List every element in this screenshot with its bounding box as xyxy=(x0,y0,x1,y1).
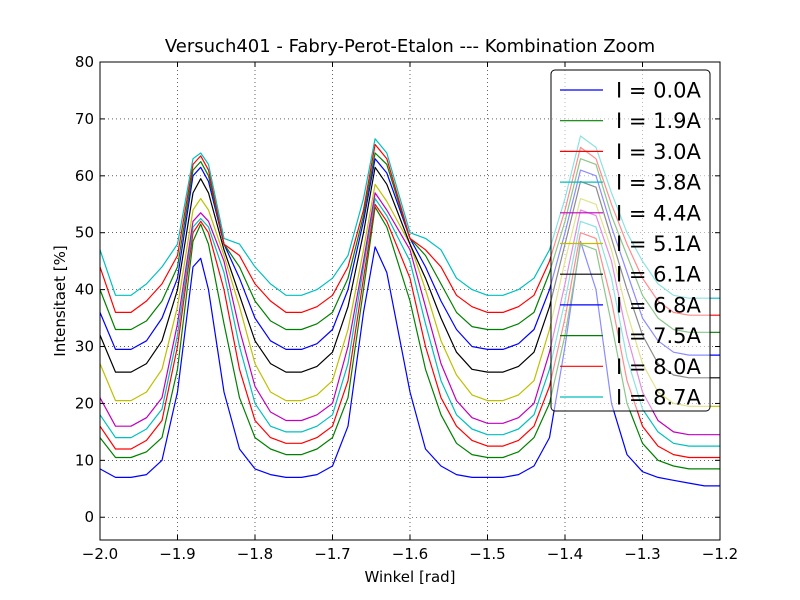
legend-label: I = 1.9A xyxy=(616,109,702,133)
chart-title: Versuch401 - Fabry-Perot-Etalon --- Komb… xyxy=(165,36,655,57)
x-tick-label: −1.6 xyxy=(392,545,428,563)
y-tick-label: 30 xyxy=(75,338,94,356)
y-tick-label: 50 xyxy=(75,224,94,242)
series-line-0 xyxy=(99,240,720,487)
y-tick-label: 60 xyxy=(75,167,94,185)
legend-label: I = 6.8A xyxy=(616,293,702,317)
legend-label: I = 7.5A xyxy=(616,324,702,348)
y-axis: 0 10 20 30 40 50 60 70 80 xyxy=(75,53,720,526)
x-tick-label: −1.4 xyxy=(547,545,583,563)
legend-label: I = 5.1A xyxy=(616,232,702,256)
x-tick-label: −1.5 xyxy=(469,545,505,563)
y-axis-label: Intensitaet [%] xyxy=(51,245,69,356)
y-tick-label: 20 xyxy=(75,394,94,412)
x-tick-label: −1.9 xyxy=(159,545,195,563)
legend-label: I = 3.8A xyxy=(616,171,702,195)
legend-label: I = 0.0A xyxy=(616,79,702,103)
legend-label: I = 8.0A xyxy=(616,355,702,379)
x-tick-label: −1.3 xyxy=(624,545,660,563)
legend-box xyxy=(550,69,711,412)
x-tick-label: −1.7 xyxy=(314,545,350,563)
x-tick-label: −2.0 xyxy=(82,545,118,563)
y-tick-label: 40 xyxy=(75,281,94,299)
legend: I = 0.0A I = 1.9A I = 3.0A I = 3.8A I = 4.4A… xyxy=(550,69,711,412)
x-tick-label: −1.2 xyxy=(702,545,738,563)
y-tick-label: 70 xyxy=(75,110,94,128)
x-tick-label: −1.8 xyxy=(237,545,273,563)
legend-label: I = 8.7A xyxy=(616,386,702,410)
legend-label: I = 4.4A xyxy=(616,201,702,225)
y-tick-label: 0 xyxy=(84,508,94,526)
y-tick-label: 10 xyxy=(75,451,94,469)
y-tick-label: 80 xyxy=(75,53,94,71)
legend-label: I = 6.1A xyxy=(616,263,702,287)
legend-label: I = 3.0A xyxy=(616,140,702,164)
x-axis-label: Winkel [rad] xyxy=(364,568,455,586)
x-axis: −2.0 −1.9 −1.8 −1.7 −1.6 −1.5 −1.4 −1.3 −1.2 xyxy=(82,62,738,563)
